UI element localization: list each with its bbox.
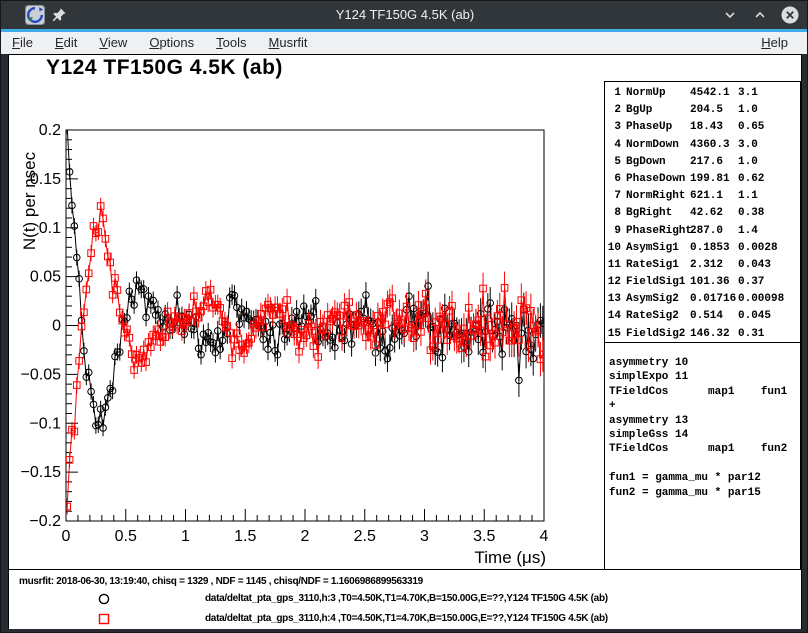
maximize-button[interactable] <box>749 4 771 26</box>
legend-text: data/deltat_pta_gps_3110,h:3 ,T0=4.50K,T… <box>205 593 608 604</box>
param-row: 9 PhaseRight 287.0 1.4 <box>614 224 758 237</box>
svg-text:4: 4 <box>540 528 549 545</box>
menu-item-options[interactable]: Options <box>149 35 195 50</box>
theory-line: asymmetry 13 <box>609 414 689 427</box>
root-canvas[interactable]: Y124 TF150G 4.5K (ab) 0 0.5 1 1.5 2 2.5 3 3.5 4 −… <box>8 54 802 629</box>
svg-text:0.15: 0.15 <box>30 171 61 188</box>
svg-text:0.05: 0.05 <box>30 269 61 286</box>
menu-item-edit[interactable]: Edit <box>54 35 78 50</box>
param-row: 1 NormUp 4542.1 3.1 <box>614 87 758 99</box>
window-title: Y124 TF150G 4.5K (ab) <box>335 7 475 22</box>
y-axis-title: N(t) per nsec <box>20 151 39 250</box>
theory-line: simplExpo 11 <box>609 371 689 384</box>
legend-row: data/deltat_pta_gps_3110,h:3 ,T0=4.50K,T… <box>9 592 801 606</box>
legend-text: data/deltat_pta_gps_3110,h:4 ,T0=4.50K,T… <box>205 613 608 624</box>
x-axis-title: Time (μs) <box>475 548 547 567</box>
theory-line: simpleGss 14 <box>609 429 689 442</box>
svg-text:−0.05: −0.05 <box>21 366 62 383</box>
svg-text:0.5: 0.5 <box>115 528 137 545</box>
menu-item-view[interactable]: View <box>99 35 128 50</box>
param-row: 12 FieldSig1 101.36 0.37 <box>607 276 765 289</box>
svg-text:2: 2 <box>301 528 310 545</box>
series-circle <box>66 130 544 437</box>
legend-row: data/deltat_pta_gps_3110,h:4 ,T0=4.50K,T… <box>9 612 801 626</box>
legend-circle-marker <box>98 593 110 605</box>
close-button[interactable] <box>779 4 801 26</box>
root-app-icon <box>25 5 45 30</box>
close-icon <box>781 6 799 24</box>
svg-text:−0.1: −0.1 <box>29 415 61 432</box>
param-row: 7 NormRight 621.1 1.1 <box>614 190 758 203</box>
theory-line: TFieldCos map1 fun2 <box>609 443 788 456</box>
param-row: 4 NormDown 4360.3 3.0 <box>614 138 758 151</box>
svg-text:−0.15: −0.15 <box>21 464 62 481</box>
minimize-button[interactable] <box>719 4 741 26</box>
param-row: 5 BgDown 217.6 1.0 <box>614 155 758 168</box>
series-square <box>66 197 544 515</box>
theory-line: asymmetry 10 <box>609 357 689 369</box>
svg-text:0: 0 <box>62 528 71 545</box>
fit-parameter-table: 1 NormUp 4542.1 3.1 2 BgUp 204.5 1.0 3 PhaseUp 18.… <box>604 81 801 343</box>
theory-line: fun2 = gamma_mu * par15 <box>609 486 761 499</box>
status-legend-strip: musrfit: 2018-06-30, 13:19:40, chisq = 1… <box>9 569 801 629</box>
chevron-down-icon <box>725 12 735 19</box>
svg-text:2.5: 2.5 <box>354 528 376 545</box>
plot-title: Y124 TF150G 4.5K (ab) <box>46 56 283 79</box>
theory-description: asymmetry 10 simplExpo 11 TFieldCos map1 f… <box>604 342 801 570</box>
theory-line: + <box>609 400 616 413</box>
menu-item-tools[interactable]: Tools <box>216 35 247 50</box>
plot-area[interactable]: 0 0.5 1 1.5 2 2.5 3 3.5 4 −0.2 −0.15 −0.1 −0.05 0 0.05… <box>9 55 801 628</box>
param-row: 2 BgUp 204.5 1.0 <box>614 104 758 117</box>
legend-square-marker <box>98 613 110 625</box>
titlebar-accent-line <box>1 29 807 32</box>
svg-text:1: 1 <box>181 528 190 545</box>
svg-text:3: 3 <box>420 528 429 545</box>
param-row: 11 RateSig1 2.312 0.043 <box>607 258 772 271</box>
menu-item-file[interactable]: File <box>12 35 33 50</box>
theory-line <box>609 457 800 471</box>
theory-line: fun1 = gamma_mu * par12 <box>609 472 761 485</box>
param-row: 13 AsymSig2 0.01716 0.00098 <box>607 293 785 306</box>
fit-info-line: musrfit: 2018-06-30, 13:19:40, chisq = 1… <box>19 576 423 587</box>
param-row: 15 FieldSig2 146.32 0.31 <box>607 327 765 340</box>
theory-line: TFieldCos map1 fun1 <box>609 385 788 398</box>
svg-text:−0.2: −0.2 <box>29 513 61 530</box>
pin-icon[interactable] <box>51 7 67 28</box>
param-row: 6 PhaseDown 199.81 0.62 <box>614 172 765 185</box>
svg-text:0.2: 0.2 <box>39 122 61 139</box>
svg-text:1.5: 1.5 <box>234 528 256 545</box>
param-row: 3 PhaseUp 18.43 0.65 <box>614 121 765 134</box>
param-row: 10 AsymSig1 0.1853 0.0028 <box>607 241 778 254</box>
param-row: 8 BgRight 42.62 0.38 <box>614 207 765 220</box>
param-row: 14 RateSig2 0.514 0.045 <box>607 310 772 323</box>
chevron-up-icon <box>755 11 765 18</box>
titlebar: Y124 TF150G 4.5K (ab) <box>1 1 807 30</box>
menubar: File Edit View Options Tools Musrfit Help <box>1 32 807 54</box>
svg-text:3.5: 3.5 <box>473 528 495 545</box>
svg-text:0.1: 0.1 <box>39 220 61 237</box>
menu-item-help[interactable]: Help <box>761 35 788 50</box>
svg-text:0: 0 <box>52 318 61 335</box>
menu-item-musrfit[interactable]: Musrfit <box>268 35 308 50</box>
